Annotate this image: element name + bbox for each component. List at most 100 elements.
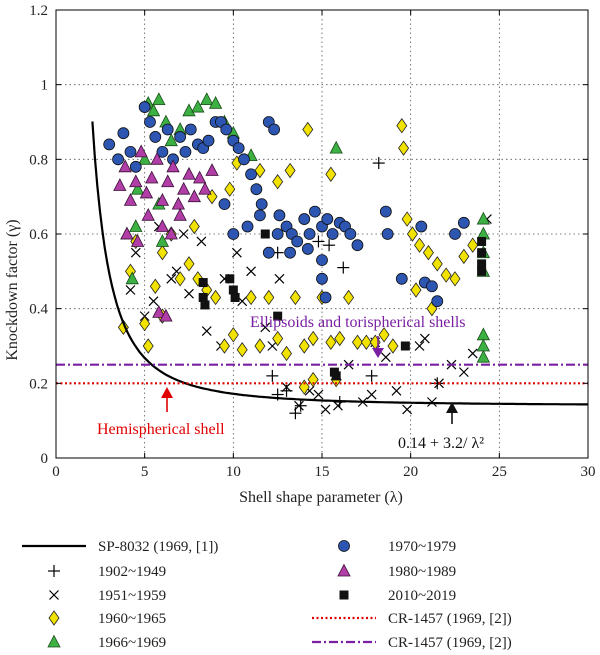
cross-b bbox=[130, 247, 141, 258]
data-point-triangle bbox=[191, 99, 205, 113]
data-point-triangle bbox=[164, 133, 178, 147]
data-point-square bbox=[230, 292, 240, 302]
data-point-circle bbox=[326, 228, 339, 240]
data-point-triangle bbox=[134, 144, 148, 158]
data-point-circle bbox=[273, 209, 286, 222]
data-point-circle bbox=[124, 145, 137, 158]
data-point-diamond bbox=[298, 379, 310, 395]
data-point-cross bbox=[402, 404, 413, 415]
cross-b bbox=[380, 352, 391, 363]
data-point-plus bbox=[337, 261, 350, 274]
data-point-triangle bbox=[152, 305, 166, 318]
data-point-diamond bbox=[378, 327, 390, 343]
series-square bbox=[198, 229, 487, 381]
legend-item: 1951~1959 bbox=[49, 588, 166, 604]
data-point-triangle bbox=[130, 181, 145, 195]
x-tick-label: 15 bbox=[315, 464, 330, 480]
data-point-circle bbox=[291, 235, 304, 248]
legend-item: CR-1457 (1969, [2]) bbox=[312, 635, 512, 651]
y-tick-label: 0 bbox=[41, 451, 49, 467]
data-point-triangle bbox=[192, 170, 207, 184]
legend-swatch-cross bbox=[49, 590, 59, 600]
data-point-diamond bbox=[325, 334, 337, 350]
legend-label: CR-1457 (1969, [2]) bbox=[388, 635, 512, 651]
legend-item: 1960~1965 bbox=[48, 610, 166, 627]
data-point-circle bbox=[449, 228, 461, 240]
data-point-square bbox=[400, 341, 410, 351]
series-triangle bbox=[113, 144, 219, 322]
data-point-square bbox=[477, 236, 487, 246]
data-point-circle bbox=[395, 272, 408, 285]
legend-item: 1980~1989 bbox=[337, 563, 456, 580]
data-point-circle bbox=[301, 243, 314, 255]
legend-label: 1970~1979 bbox=[388, 539, 456, 555]
legend-label: CR-1457 (1969, [2]) bbox=[388, 611, 512, 627]
data-point-triangle bbox=[200, 92, 214, 105]
annotation-hemispherical: Hemispherical shell bbox=[97, 421, 225, 438]
data-point-circle bbox=[149, 131, 162, 143]
data-point-circle bbox=[268, 123, 281, 136]
data-point-circle bbox=[298, 213, 311, 225]
data-point-triangle bbox=[161, 174, 175, 188]
ticks: 0 5 10 15 20 25 30 0 0.2 0.4 0.6 0.8 1 1.2 bbox=[29, 3, 595, 480]
data-point-triangle bbox=[208, 95, 223, 109]
cross-b bbox=[49, 590, 59, 600]
data-point-diamond bbox=[343, 289, 355, 306]
data-point-diamond bbox=[254, 338, 266, 354]
legend-label: 1980~1989 bbox=[388, 564, 456, 580]
data-point-circle bbox=[431, 295, 444, 308]
chart-marks bbox=[103, 92, 492, 420]
data-point-plus bbox=[365, 369, 378, 382]
data-point-diamond bbox=[398, 140, 410, 156]
data-point-triangle bbox=[166, 159, 180, 173]
data-point-circle bbox=[262, 246, 275, 259]
data-point-circle bbox=[254, 209, 266, 222]
data-point-triangle bbox=[187, 189, 201, 203]
cross-b bbox=[237, 296, 248, 307]
data-point-diamond bbox=[117, 319, 129, 336]
data-point-cross bbox=[380, 352, 391, 363]
data-point-circle bbox=[232, 142, 245, 155]
data-point-circle bbox=[179, 145, 192, 158]
data-point-circle bbox=[220, 123, 233, 136]
sp8032-curve bbox=[91, 121, 588, 406]
data-point-diamond bbox=[284, 162, 296, 179]
data-point-diamond bbox=[174, 271, 186, 287]
data-point-diamond bbox=[387, 338, 399, 354]
data-point-cross bbox=[125, 285, 136, 295]
data-point-circle bbox=[250, 183, 263, 196]
y-tick-label: 0.2 bbox=[29, 376, 48, 392]
legend-label: SP-8032 (1969, [1]) bbox=[98, 539, 218, 555]
cross-b bbox=[231, 247, 242, 258]
data-point-diamond bbox=[224, 181, 236, 197]
data-point-diamond bbox=[142, 338, 154, 354]
cross-b bbox=[260, 322, 271, 333]
data-point-circle bbox=[271, 228, 284, 240]
data-point-circle bbox=[309, 205, 321, 218]
data-point-cross bbox=[414, 341, 425, 351]
data-point-circle bbox=[117, 127, 130, 140]
data-point-circle bbox=[245, 168, 257, 181]
data-point-triangle bbox=[205, 163, 219, 176]
data-point-triangle bbox=[476, 327, 491, 341]
cross-b bbox=[414, 341, 425, 351]
data-point-cross bbox=[130, 247, 141, 258]
data-point-cross bbox=[148, 296, 159, 307]
data-point-diamond bbox=[183, 256, 195, 272]
data-point-triangle bbox=[138, 151, 152, 165]
data-point-plus bbox=[431, 377, 444, 390]
x-axis-label: Shell shape parameter (λ) bbox=[239, 489, 403, 506]
data-point-square bbox=[477, 248, 487, 258]
cross-b bbox=[320, 404, 331, 415]
data-point-diamond bbox=[236, 342, 248, 358]
data-point-circle bbox=[321, 213, 334, 225]
data-point-triangle bbox=[129, 219, 143, 232]
data-point-diamond bbox=[422, 244, 434, 261]
cross-b bbox=[467, 348, 478, 359]
legend-item: 1970~1979 bbox=[338, 539, 456, 555]
data-point-diamond bbox=[245, 289, 257, 306]
data-point-triangle bbox=[173, 207, 187, 221]
cross-b bbox=[125, 285, 136, 295]
data-point-diamond bbox=[156, 244, 168, 261]
